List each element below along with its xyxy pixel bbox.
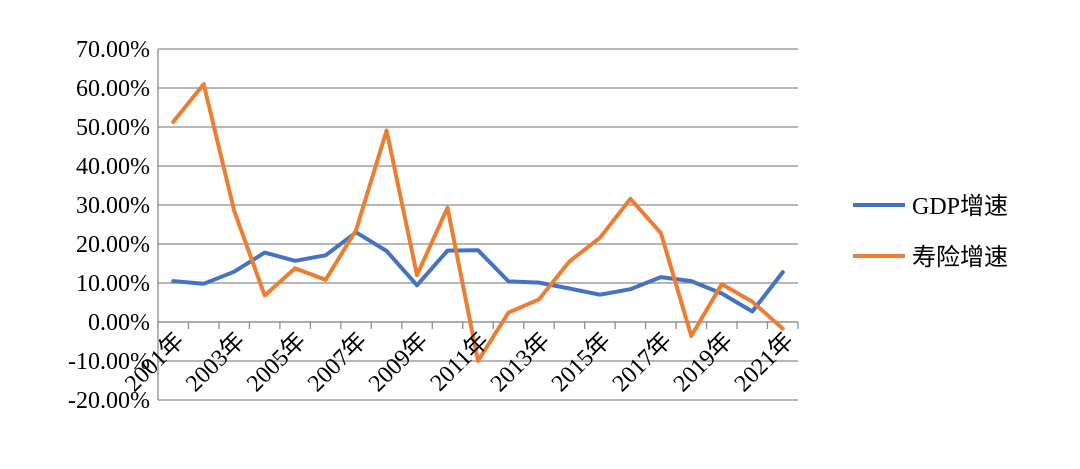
y-tick-label: 50.00% [76,115,150,141]
x-tick-label: 2015年 [546,327,616,397]
y-tick-label: 60.00% [76,76,150,102]
x-tick-label: 2005年 [241,327,311,397]
x-tick-label: 2017年 [607,327,677,397]
x-tick-label: 2007年 [302,327,372,397]
y-tick-label: -20.00% [68,388,150,414]
axes [157,49,799,400]
series-line-life-insurance [171,82,785,363]
x-tick-label: 2003年 [180,327,250,397]
legend-label-gdp: GDP增速 [912,193,1008,220]
x-tick-label: 2009年 [363,327,433,397]
x-tick-label: 2021年 [729,327,799,397]
y-tick-label: 10.00% [76,271,150,297]
y-tick-label: 30.00% [76,193,150,219]
series-line-gdp [171,230,785,314]
series-lines [171,82,785,363]
x-tick-label: 2019年 [668,327,738,397]
legend-label-life-insurance: 寿险增速 [912,244,1008,271]
x-tick-label: 2011年 [425,327,494,396]
y-axis-tick-labels: 70.00% 60.00% 50.00% 40.00% 30.00% 20.00% 10.0… [68,37,150,414]
x-tick-label: 2013年 [485,327,555,397]
y-tick-label: -10.00% [68,349,150,375]
y-tick-label: 40.00% [76,154,150,180]
y-tick-label: 20.00% [76,232,150,258]
x-axis-tick-labels: 2001年2003年2005年2007年2009年2011年2013年2015年… [119,327,799,397]
y-tick-label: 70.00% [76,37,150,63]
y-tick-label: 0.00% [88,310,150,336]
